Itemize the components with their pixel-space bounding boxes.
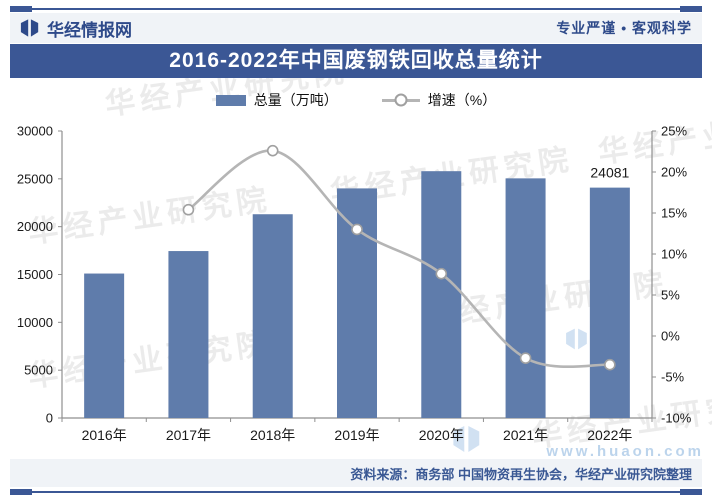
header-strip: 华经情报网 专业严谨 • 客观科学 (10, 13, 702, 43)
right-axis-label: 25% (661, 124, 687, 139)
chart-title: 2016-2022年中国废钢铁回收总量统计 (10, 44, 702, 78)
growth-point-2020 (435, 267, 448, 280)
growth-point-2019 (351, 223, 363, 236)
growth-point-2021 (519, 352, 532, 364)
right-axis-label: 10% (661, 247, 687, 262)
bar-2017 (168, 251, 209, 418)
right-axis-label: 20% (661, 165, 687, 180)
bar-value-label: 24081 (590, 165, 629, 181)
x-axis-label-2019: 2019年 (334, 427, 379, 443)
bottom-rule (10, 489, 702, 495)
left-axis-label: 5000 (24, 363, 53, 378)
bar-2016 (84, 273, 125, 418)
right-axis-label: -5% (661, 370, 685, 385)
growth-point-2018 (266, 144, 279, 157)
footer-strip: 资料来源：商务部 中国物资再生协会，华经产业研究院整理 (10, 459, 702, 487)
brand-name: 华经情报网 (47, 20, 132, 40)
brand-logo-icon (20, 19, 39, 37)
left-axis-label: 10000 (17, 315, 53, 330)
left-axis-label: 30000 (17, 124, 53, 139)
x-axis-label-2018: 2018年 (250, 427, 295, 443)
website-watermark: www.huaon.com (546, 443, 704, 460)
legend-label-growth: 增速（%） (427, 92, 497, 108)
x-axis-label-2021: 2021年 (503, 427, 548, 443)
x-axis-label-2017: 2017年 (166, 427, 211, 443)
right-axis-label: 5% (661, 288, 680, 303)
bar-2022 (589, 187, 630, 418)
growth-point-2017 (182, 203, 195, 216)
bar-2019 (337, 188, 377, 418)
x-axis-label-2022: 2022年 (587, 427, 632, 443)
x-axis-label-2016: 2016年 (82, 427, 127, 443)
huaon-logo-watermark (453, 426, 480, 452)
legend-item-total: 总量（万吨） (215, 90, 338, 110)
legend: 总量（万吨） 增速（%） (0, 88, 712, 112)
bar-2021 (505, 178, 546, 418)
growth-point-2022 (604, 358, 616, 371)
source-note: 资料来源：商务部 中国物资再生协会，华经产业研究院整理 (350, 466, 692, 482)
growth-line (187, 149, 610, 368)
bar-swatch-icon (215, 94, 246, 106)
right-axis-label: -10% (661, 411, 692, 426)
left-axis-label: 15000 (17, 267, 53, 282)
left-axis-label: 0 (46, 411, 53, 426)
header-slogan: 专业严谨 • 客观科学 (556, 20, 692, 36)
legend-item-growth: 增速（%） (381, 90, 497, 110)
x-axis-label-2020: 2020年 (419, 427, 464, 443)
line-swatch-icon (381, 93, 420, 107)
bar-2020 (421, 171, 462, 418)
right-axis-label: 15% (661, 206, 687, 221)
top-rule (10, 6, 702, 12)
left-axis-label: 20000 (17, 219, 53, 234)
left-axis-label: 25000 (17, 171, 53, 186)
bar-2018 (252, 214, 293, 418)
brand: 华经情报网 (20, 16, 132, 41)
right-axis-label: 0% (661, 329, 680, 344)
legend-label-total: 总量（万吨） (253, 92, 338, 108)
huaon-logo-watermark (566, 328, 587, 350)
